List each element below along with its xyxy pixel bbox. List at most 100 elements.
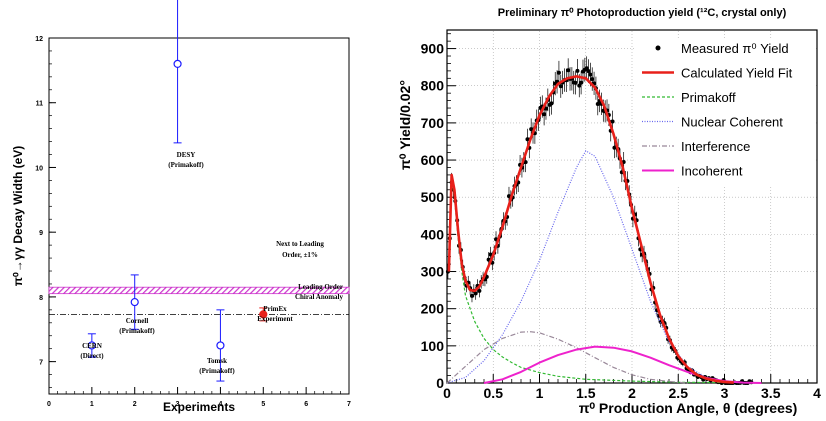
right-x-tick-label: 1 bbox=[536, 385, 544, 401]
right-x-tick-label: 0.5 bbox=[484, 385, 504, 401]
right-x-tick-label: 3 bbox=[721, 385, 729, 401]
next-to-leading-order-band bbox=[48, 286, 350, 295]
measured-point bbox=[579, 80, 584, 85]
point-marker bbox=[87, 341, 96, 350]
measured-point bbox=[588, 72, 593, 77]
right-x-tick-label: 0 bbox=[443, 385, 451, 401]
curve-primakoff bbox=[448, 174, 725, 384]
measured-point bbox=[542, 112, 547, 117]
point-marker bbox=[173, 59, 182, 68]
right-legend: Measured π⁰ Yield Calculated Yield Fit Pri… bbox=[636, 40, 814, 186]
point-label: (Direct) bbox=[80, 352, 104, 360]
right-x-axis-label: π⁰ Production Angle, θ (degrees) bbox=[579, 400, 798, 416]
legend-entry: Measured π⁰ Yield bbox=[655, 41, 789, 56]
point-label: PrimEx bbox=[263, 305, 287, 313]
legend-label: Incoherent bbox=[681, 164, 743, 179]
measured-point bbox=[525, 137, 530, 142]
right-x-tick-label: 1.5 bbox=[576, 385, 596, 401]
measured-point bbox=[610, 119, 615, 124]
legend-label: Calculated Yield Fit bbox=[681, 66, 793, 81]
left-x-axis-label: Experiments bbox=[163, 400, 235, 414]
measured-point bbox=[575, 68, 580, 73]
measured-point bbox=[590, 77, 595, 82]
left-data-point: CERN (Direct) bbox=[80, 333, 104, 360]
left-y-tick-label: 11 bbox=[36, 101, 44, 108]
left-x-tick-label: 5 bbox=[261, 401, 265, 408]
right-y-tick-label: 200 bbox=[421, 301, 445, 317]
curve-calculated-yield-fit bbox=[447, 75, 734, 384]
legend-entry: Interference bbox=[642, 139, 750, 154]
measured-point bbox=[469, 293, 474, 298]
measured-point bbox=[543, 106, 548, 111]
measured-point bbox=[477, 288, 482, 293]
point-label: DESY bbox=[177, 151, 196, 159]
measured-point bbox=[523, 160, 528, 165]
left-y-tick-label: 10 bbox=[35, 165, 43, 172]
measured-point bbox=[556, 70, 561, 75]
left-data-point: Tomsk (Primakoff) bbox=[199, 309, 235, 382]
left-data-point: PrimEx Experiment bbox=[257, 305, 293, 323]
right-x-tick-label: 2 bbox=[628, 385, 636, 401]
right-y-tick-label: 800 bbox=[421, 78, 445, 94]
left-data-point: DESY (Primakoff) bbox=[168, 0, 204, 169]
left-y-tick-label: 7 bbox=[39, 360, 43, 367]
right-yield-chart: Preliminary π⁰ Photoproduction yield (¹²… bbox=[397, 7, 821, 416]
band-label: Next to Leading bbox=[276, 240, 324, 248]
right-y-tick-label: 600 bbox=[421, 152, 445, 168]
measured-point bbox=[549, 101, 554, 106]
legend-entry: Primakoff bbox=[642, 90, 736, 105]
legend-entry: Incoherent bbox=[642, 164, 743, 179]
right-y-tick-label: 500 bbox=[421, 189, 445, 205]
curve-incoherent bbox=[483, 345, 762, 384]
right-y-tick-label: 700 bbox=[421, 115, 445, 131]
measured-point bbox=[473, 291, 478, 296]
right-y-tick-label: 900 bbox=[421, 41, 445, 57]
measured-point bbox=[595, 102, 600, 107]
legend-marker bbox=[655, 45, 661, 51]
legend-entry: Calculated Yield Fit bbox=[642, 66, 793, 81]
measured-point bbox=[586, 69, 591, 74]
point-marker bbox=[259, 310, 268, 319]
left-x-tick-label: 4 bbox=[218, 401, 222, 408]
left-x-tick-label: 2 bbox=[133, 401, 137, 408]
right-y-tick-label: 300 bbox=[421, 264, 445, 280]
point-label: (Primakoff) bbox=[168, 161, 204, 169]
left-x-tick-label: 3 bbox=[176, 401, 180, 408]
point-marker bbox=[130, 297, 139, 307]
measured-point bbox=[584, 66, 589, 71]
point-marker bbox=[216, 341, 225, 350]
left-y-tick-label: 9 bbox=[39, 230, 43, 237]
right-y-axis-label: π⁰ Yield/0.02° bbox=[397, 80, 413, 170]
left-y-tick-label: 8 bbox=[39, 295, 43, 302]
curve-nuclear-coherent bbox=[446, 150, 744, 384]
curve-interference bbox=[446, 331, 688, 384]
band-label: Order, ±1% bbox=[282, 251, 318, 259]
right-chart-title: Preliminary π⁰ Photoproduction yield (¹²… bbox=[498, 7, 787, 19]
left-x-tick-label: 6 bbox=[304, 401, 308, 408]
left-data-points: CERN (Direct) Cornell (Primakoff) DESY (Prima… bbox=[80, 0, 293, 382]
right-x-tick-label: 4 bbox=[813, 385, 821, 401]
leading-order-label: Chiral Anomaly bbox=[295, 293, 344, 301]
point-label: CERN bbox=[82, 342, 102, 350]
legend-label: Interference bbox=[681, 139, 750, 154]
point-label: Tomsk bbox=[207, 357, 227, 365]
left-annotations: Next to Leading Order, ±1% Leading Order Ch… bbox=[48, 240, 350, 315]
point-label: Experiment bbox=[257, 315, 293, 323]
leading-order-label: Leading Order bbox=[298, 283, 343, 291]
left-x-tick-label: 7 bbox=[347, 401, 351, 408]
point-label: (Primakoff) bbox=[199, 367, 235, 375]
measured-point bbox=[577, 83, 582, 88]
measured-point bbox=[558, 84, 563, 89]
right-x-tick-label: 3.5 bbox=[761, 385, 781, 401]
right-x-tick-label: 2.5 bbox=[669, 385, 689, 401]
left-y-tick-label: 12 bbox=[35, 36, 43, 43]
point-label: (Primakoff) bbox=[119, 327, 155, 335]
point-label: Cornell bbox=[126, 317, 149, 325]
left-plot-frame bbox=[48, 37, 350, 395]
right-y-tick-label: 100 bbox=[421, 338, 445, 354]
left-x-tick-label: 1 bbox=[90, 401, 94, 408]
measured-point bbox=[573, 80, 578, 85]
